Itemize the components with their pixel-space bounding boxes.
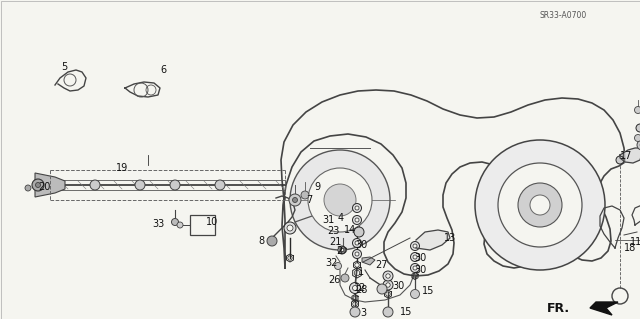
Text: 11: 11	[630, 237, 640, 247]
Text: 30: 30	[414, 253, 426, 263]
Circle shape	[335, 263, 342, 270]
Circle shape	[475, 140, 605, 270]
Polygon shape	[590, 302, 618, 315]
Text: 15: 15	[422, 286, 434, 296]
Circle shape	[353, 216, 362, 225]
Text: 21: 21	[329, 237, 341, 247]
Circle shape	[172, 219, 179, 226]
Circle shape	[616, 156, 624, 164]
Text: 31: 31	[322, 215, 334, 225]
Text: 18: 18	[624, 243, 636, 253]
Text: 17: 17	[620, 151, 632, 161]
Circle shape	[377, 284, 387, 294]
Text: 26: 26	[328, 275, 340, 285]
Circle shape	[410, 253, 419, 262]
Circle shape	[355, 252, 359, 256]
Circle shape	[25, 185, 31, 191]
Text: 23: 23	[327, 226, 339, 236]
Polygon shape	[35, 173, 65, 197]
Text: 14: 14	[344, 225, 356, 235]
Circle shape	[287, 225, 293, 231]
Circle shape	[410, 290, 419, 299]
Circle shape	[32, 179, 44, 191]
Circle shape	[634, 135, 640, 142]
Text: FR.: FR.	[547, 301, 570, 315]
Text: 33: 33	[152, 219, 164, 229]
Circle shape	[177, 222, 183, 228]
Text: 30: 30	[355, 240, 367, 250]
Circle shape	[338, 246, 346, 254]
Circle shape	[324, 184, 356, 216]
Text: 4: 4	[338, 213, 344, 223]
Circle shape	[637, 140, 640, 150]
Polygon shape	[362, 257, 375, 265]
Polygon shape	[416, 230, 450, 250]
Circle shape	[355, 218, 359, 222]
Circle shape	[530, 195, 550, 215]
Circle shape	[350, 307, 360, 317]
Circle shape	[383, 307, 393, 317]
Circle shape	[349, 283, 360, 293]
Text: 7: 7	[306, 195, 312, 205]
Circle shape	[353, 239, 362, 248]
Circle shape	[410, 241, 419, 250]
Circle shape	[290, 150, 390, 250]
Text: 3: 3	[360, 308, 366, 318]
Circle shape	[289, 194, 301, 206]
Circle shape	[90, 180, 100, 190]
Circle shape	[292, 197, 298, 203]
Circle shape	[267, 236, 277, 246]
Text: 13: 13	[444, 233, 456, 243]
Text: 1: 1	[358, 267, 364, 277]
Circle shape	[355, 241, 359, 245]
Circle shape	[413, 244, 417, 248]
Circle shape	[215, 180, 225, 190]
Circle shape	[340, 248, 344, 252]
Circle shape	[386, 274, 390, 278]
Circle shape	[308, 168, 372, 232]
Circle shape	[413, 255, 417, 259]
Circle shape	[410, 263, 419, 272]
Circle shape	[35, 182, 40, 188]
Circle shape	[518, 183, 562, 227]
Text: 30: 30	[392, 281, 404, 291]
Text: 20: 20	[38, 182, 50, 192]
Circle shape	[353, 204, 362, 212]
Circle shape	[636, 124, 640, 132]
Polygon shape	[620, 148, 640, 163]
Circle shape	[355, 206, 359, 210]
Circle shape	[383, 280, 393, 290]
Text: 9: 9	[314, 182, 320, 192]
Text: 5: 5	[61, 62, 67, 72]
Circle shape	[135, 180, 145, 190]
Circle shape	[353, 249, 362, 258]
Circle shape	[341, 274, 349, 282]
Text: 19: 19	[116, 163, 128, 173]
Text: 27: 27	[376, 260, 388, 270]
Text: 30: 30	[414, 265, 426, 275]
Circle shape	[170, 180, 180, 190]
Text: 6: 6	[160, 65, 166, 75]
Circle shape	[301, 191, 309, 199]
Text: SR33-A0700: SR33-A0700	[540, 11, 588, 20]
Circle shape	[386, 283, 390, 287]
Circle shape	[284, 222, 296, 234]
Circle shape	[498, 163, 582, 247]
Circle shape	[634, 107, 640, 114]
Text: 15: 15	[400, 307, 412, 317]
Text: 10: 10	[206, 217, 218, 227]
Text: 28: 28	[355, 285, 367, 295]
Circle shape	[383, 271, 393, 281]
Circle shape	[353, 286, 358, 291]
Text: 8: 8	[258, 236, 264, 246]
Circle shape	[413, 266, 417, 270]
Text: 2: 2	[336, 246, 342, 256]
Text: 32: 32	[326, 258, 338, 268]
Circle shape	[354, 227, 364, 237]
Text: 12: 12	[354, 283, 366, 293]
